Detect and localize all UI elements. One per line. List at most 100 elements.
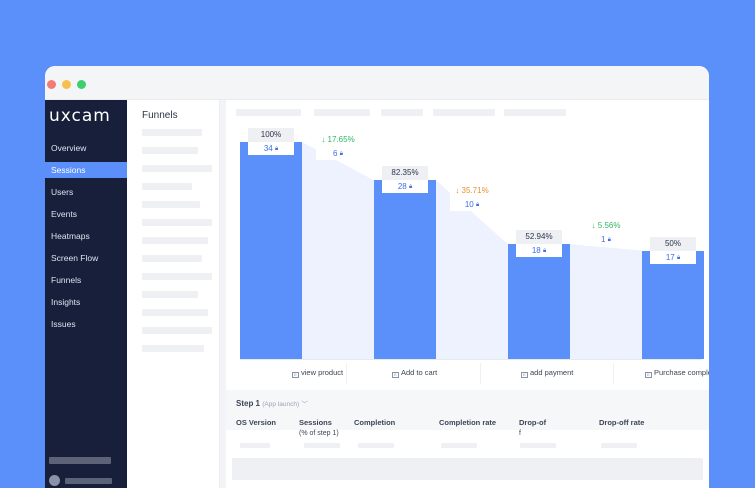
panel-skeleton-row xyxy=(142,147,198,154)
screen-icon: E xyxy=(521,372,528,378)
main-content: 100% 34 🔒︎ 82.35% 28 🔒︎ 52.94% 18 🔒︎ 50%… xyxy=(226,100,709,488)
chevron-down-icon: ﹀ xyxy=(301,401,308,408)
step-percent: 50% xyxy=(650,236,696,251)
user-lock-icon: 🔒︎ xyxy=(607,237,611,244)
screen-icon: E xyxy=(292,372,299,378)
header-skeleton xyxy=(381,109,423,116)
screen-icon: E xyxy=(645,372,652,378)
cell-skeleton xyxy=(441,443,477,448)
header-skeleton xyxy=(314,109,370,116)
dropoff-count[interactable]: 6 🔒︎ xyxy=(316,147,360,161)
dropoff-area xyxy=(570,244,642,359)
chart-baseline xyxy=(240,359,702,360)
panel-skeleton-row xyxy=(142,291,198,298)
column-separator xyxy=(613,363,614,384)
sidebar-item-heatmaps[interactable]: Heatmaps xyxy=(51,231,90,241)
sidebar-item-sessions[interactable]: Sessions xyxy=(45,162,127,178)
funnel-bar[interactable] xyxy=(508,244,570,359)
dropoff-count[interactable]: 1 🔒︎ xyxy=(584,233,628,247)
column-header-os-version[interactable]: OS Version xyxy=(236,418,277,427)
step-label-add-to-cart[interactable]: E Add to cart xyxy=(392,368,437,378)
dropoff-percent: ↓ 35.71% xyxy=(450,184,494,199)
cell-skeleton xyxy=(520,443,556,448)
screen-icon: E xyxy=(392,372,399,378)
panel-skeleton-row xyxy=(142,255,202,262)
funnel-bar[interactable] xyxy=(240,142,302,359)
user-lock-icon: 🔒︎ xyxy=(408,184,413,191)
funnel-chart: 100% 34 🔒︎ 82.35% 28 🔒︎ 52.94% 18 🔒︎ 50%… xyxy=(226,100,709,400)
panel-skeleton-row xyxy=(142,273,212,280)
panel-title: Funnels xyxy=(142,110,178,121)
avatar[interactable] xyxy=(49,475,60,486)
funnel-bar[interactable] xyxy=(642,250,704,359)
arrow-down-icon: ↓ xyxy=(455,186,460,196)
window-titlebar xyxy=(45,66,709,100)
funnel-bar[interactable] xyxy=(374,180,436,359)
sidebar-item-funnels[interactable]: Funnels xyxy=(51,275,82,285)
column-header-completion-rate[interactable]: Completion rate xyxy=(439,418,497,427)
panel-skeleton-row xyxy=(142,129,202,136)
header-skeleton xyxy=(433,109,495,116)
sidebar: uxcam Overview Sessions Users Events Hea… xyxy=(45,100,127,488)
panel-skeleton-row xyxy=(142,183,192,190)
panel-skeleton-row xyxy=(142,165,212,172)
column-header-dropoff-rate[interactable]: Drop-off rate xyxy=(599,418,645,427)
cell-skeleton xyxy=(601,443,637,448)
panel-skeleton-row xyxy=(142,219,212,226)
funnels-panel: Funnels xyxy=(127,100,220,488)
sidebar-item-insights[interactable]: Insights xyxy=(51,297,81,307)
sidebar-item-issues[interactable]: Issues xyxy=(51,319,76,329)
maximize-window-button[interactable] xyxy=(77,80,86,89)
column-separator xyxy=(480,363,481,384)
content-divider xyxy=(220,100,226,488)
step-count[interactable]: 28 🔒︎ xyxy=(382,180,428,194)
header-skeleton xyxy=(504,109,566,116)
panel-skeleton-row xyxy=(142,327,212,334)
step-count[interactable]: 18 🔒︎ xyxy=(516,244,562,258)
column-header-dropoff[interactable]: Drop-of xyxy=(519,418,547,427)
user-name-placeholder xyxy=(65,478,112,484)
sidebar-item-overview[interactable]: Overview xyxy=(51,143,87,153)
step-count[interactable]: 34 🔒︎ xyxy=(248,142,294,155)
dropoff-count[interactable]: 10 🔒︎ xyxy=(450,198,494,212)
table-row-highlighted[interactable] xyxy=(232,458,703,480)
arrow-down-icon: ↓ xyxy=(591,221,596,231)
sidebar-item-events[interactable]: Events xyxy=(51,209,77,219)
user-lock-icon: 🔒︎ xyxy=(542,248,547,255)
step-percent: 52.94% xyxy=(516,230,562,245)
column-header-completion[interactable]: Completion xyxy=(354,418,396,427)
step-percent: 100% xyxy=(248,128,294,142)
user-lock-icon: 🔒︎ xyxy=(339,151,343,158)
panel-skeleton-row xyxy=(142,309,208,316)
dropoff-percent: ↓ 17.65% xyxy=(316,133,360,148)
uxcam-logo: uxcam xyxy=(49,106,111,126)
user-lock-icon: 🔒︎ xyxy=(475,202,480,209)
sidebar-item-screen-flow[interactable]: Screen Flow xyxy=(51,253,99,263)
panel-skeleton-row xyxy=(142,201,200,208)
arrow-down-icon: ↓ xyxy=(321,135,326,145)
cell-skeleton xyxy=(358,443,394,448)
column-header-dropoff-sub: f xyxy=(519,430,521,437)
column-header-sessions[interactable]: Sessions xyxy=(299,418,332,427)
step-selector[interactable]: Step 1 (App launch) ﹀ xyxy=(236,399,308,408)
sidebar-item-users[interactable]: Users xyxy=(51,187,74,197)
app-window: uxcam Overview Sessions Users Events Hea… xyxy=(45,66,709,488)
close-window-button[interactable] xyxy=(47,80,56,89)
step-table-header: Step 1 (App launch) ﹀ OS Version Session… xyxy=(226,390,709,430)
cell-skeleton xyxy=(240,443,270,448)
user-lock-icon: 🔒︎ xyxy=(676,254,681,261)
dropoff-percent: ↓ 5.56% xyxy=(584,219,628,234)
panel-skeleton-row xyxy=(142,237,208,244)
header-skeleton xyxy=(236,109,301,116)
column-separator xyxy=(346,363,347,384)
step-percent: 82.35% xyxy=(382,166,428,181)
cell-skeleton xyxy=(304,443,340,448)
column-header-sessions-sub: (% of step 1) xyxy=(299,430,339,437)
user-lock-icon: 🔒︎ xyxy=(274,146,279,152)
step-count[interactable]: 17 🔒︎ xyxy=(650,250,696,264)
minimize-window-button[interactable] xyxy=(62,80,71,89)
dropoff-area xyxy=(302,142,374,359)
